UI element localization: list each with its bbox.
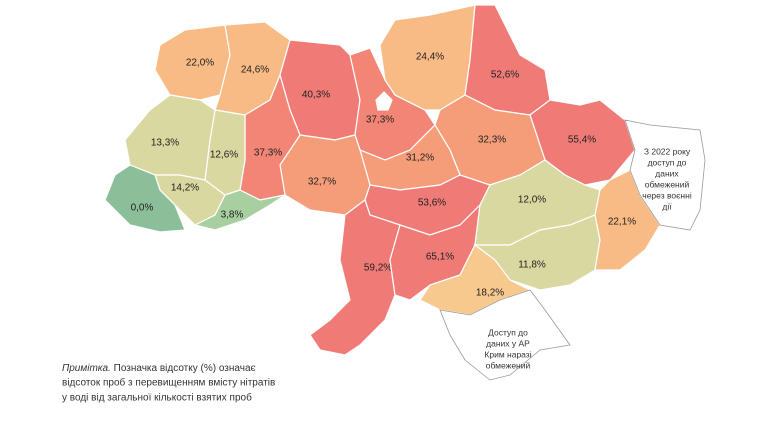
region-label: 24,6% bbox=[241, 65, 269, 76]
region-label: 55,4% bbox=[568, 135, 596, 146]
note-label: Примітка. bbox=[62, 363, 111, 374]
note-line: Примітка. Позначка відсотку (%) означає bbox=[62, 363, 256, 374]
note-line: З 2022 року bbox=[644, 146, 691, 156]
note-line: даних у АР bbox=[486, 338, 530, 348]
region: 37,3% bbox=[349, 47, 436, 161]
region-label: 18,2% bbox=[476, 288, 504, 299]
region: 3,8% bbox=[193, 189, 286, 231]
region: 52,6% bbox=[464, 4, 551, 116]
region-label: 13,3% bbox=[151, 138, 179, 149]
region-label: 12,6% bbox=[210, 150, 238, 161]
note-line: Доступ до bbox=[488, 327, 528, 337]
region-label: 11,8% bbox=[518, 260, 546, 271]
note-line: дії bbox=[662, 201, 672, 211]
region: 24,4% bbox=[379, 4, 476, 111]
region-label: 32,3% bbox=[478, 135, 506, 146]
region-label: 53,6% bbox=[418, 198, 446, 209]
note-line: відсоток проб з перевищенням вмісту нітр… bbox=[62, 377, 275, 389]
region-label: 37,3% bbox=[254, 148, 282, 159]
region-label: 31,2% bbox=[406, 153, 434, 164]
region-shape bbox=[104, 164, 186, 233]
region-label: 22,0% bbox=[186, 58, 214, 69]
regions: 22,0% 24,6% 40,3% 37,3% 24,4% 52,6% 55,4… bbox=[104, 4, 706, 381]
region-label: 40,3% bbox=[302, 90, 330, 101]
region-shape bbox=[193, 189, 286, 231]
note-text: Позначка відсотку (%) означає bbox=[114, 363, 256, 374]
crimea-region bbox=[439, 289, 571, 381]
note-line: через воєнні bbox=[642, 190, 692, 200]
region-label: 3,8% bbox=[221, 210, 244, 221]
region-label: 14,2% bbox=[171, 183, 199, 194]
luhansk-region bbox=[624, 119, 706, 231]
region-label: 24,4% bbox=[416, 52, 444, 63]
note-line: обмежений bbox=[645, 179, 690, 189]
region-label: 32,7% bbox=[308, 177, 336, 188]
region-shape bbox=[464, 4, 551, 116]
region-label: 22,1% bbox=[608, 217, 636, 228]
region-label: 65,1% bbox=[426, 252, 454, 263]
region-label: 52,6% bbox=[491, 70, 519, 81]
note-line: доступ до bbox=[648, 157, 687, 167]
note-line: у воді від загальної кількості взятих пр… bbox=[62, 392, 252, 404]
region-label: 37,3% bbox=[366, 115, 394, 126]
region-shape bbox=[279, 134, 371, 216]
region-shape bbox=[594, 169, 661, 271]
region: 22,0% bbox=[154, 24, 231, 101]
note-line: обмежений bbox=[486, 360, 531, 370]
region: 0,0% bbox=[104, 164, 186, 233]
region-label: 59,2% bbox=[364, 263, 392, 274]
region: 32,7% bbox=[279, 134, 371, 216]
region-label: 12,0% bbox=[518, 195, 546, 206]
note-line: даних bbox=[655, 168, 679, 178]
region-shape bbox=[309, 199, 401, 356]
region-label: 0,0% bbox=[131, 203, 154, 214]
note-line: Крим наразі bbox=[484, 349, 531, 359]
region: 22,1% bbox=[594, 169, 661, 271]
region: 13,3% bbox=[124, 94, 216, 181]
region: 59,2% bbox=[309, 199, 401, 356]
